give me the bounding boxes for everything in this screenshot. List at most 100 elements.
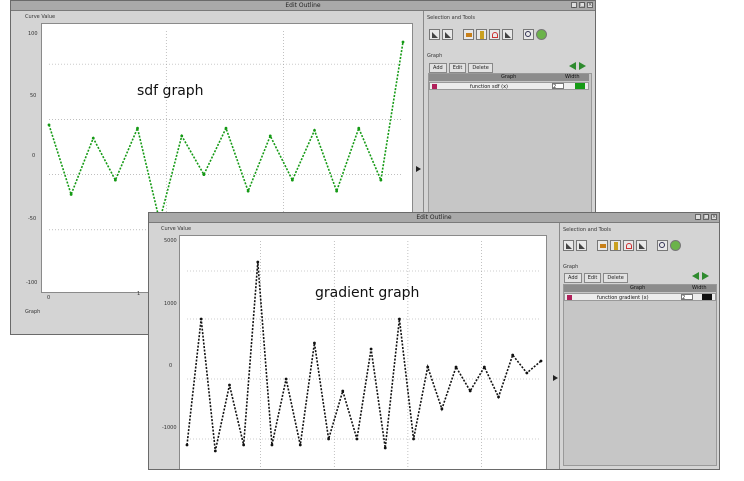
data-point xyxy=(525,371,529,375)
forward-arrow-icon[interactable] xyxy=(579,62,586,70)
data-point xyxy=(113,178,117,182)
data-point xyxy=(454,365,458,369)
series-color-swatch[interactable] xyxy=(575,83,585,89)
row-marker-icon xyxy=(567,295,572,300)
curve-value-label: Curve Value xyxy=(25,14,56,20)
toolbar-label: Selection and Tools xyxy=(427,15,475,21)
data-point xyxy=(379,178,383,182)
rectangle-tool-icon[interactable] xyxy=(597,240,608,251)
title-bar[interactable]: Edit Outline _ □ × xyxy=(11,1,595,11)
rectangle-tool-icon[interactable] xyxy=(463,29,474,40)
maximize-button[interactable]: □ xyxy=(579,2,585,8)
panel-expand-icon[interactable] xyxy=(553,375,558,381)
y-tick-label: -100 xyxy=(26,280,38,286)
data-point xyxy=(199,317,203,321)
data-point xyxy=(313,128,316,132)
select-region-icon[interactable] xyxy=(442,29,453,40)
series-line xyxy=(48,41,404,222)
arc-tool-icon[interactable] xyxy=(623,240,634,251)
data-point xyxy=(369,347,373,351)
column-header-graph: Graph xyxy=(501,74,517,80)
data-point xyxy=(180,134,184,138)
zoom-icon[interactable] xyxy=(657,240,668,251)
window-title: Edit Outline xyxy=(416,214,452,221)
y-tick-label: 50 xyxy=(30,93,37,99)
arc-tool-icon[interactable] xyxy=(489,29,500,40)
bar-tool-icon[interactable] xyxy=(476,29,487,40)
data-point xyxy=(69,193,73,196)
data-point xyxy=(357,126,361,130)
close-button[interactable]: × xyxy=(587,2,593,8)
minimize-button[interactable]: _ xyxy=(695,214,701,220)
edit-outline-window-2: Edit Outline _ □ × Curve Value 5000 1000… xyxy=(148,212,720,470)
zoom-icon[interactable] xyxy=(523,29,534,40)
y-tick-label: 100 xyxy=(28,31,38,37)
tab-add[interactable]: Add xyxy=(429,63,447,73)
sdf-chart xyxy=(47,31,405,285)
toolbar xyxy=(429,29,547,40)
back-arrow-icon[interactable] xyxy=(569,62,576,70)
width-stepper[interactable]: 2 xyxy=(681,294,693,301)
row-graph-name: function sdf (x) xyxy=(470,84,509,90)
select-icon[interactable] xyxy=(563,240,574,251)
data-point xyxy=(383,446,387,450)
minimize-button[interactable]: _ xyxy=(571,2,577,8)
table-row[interactable]: function gradient (x) 2 xyxy=(564,293,716,301)
data-point xyxy=(327,437,330,441)
data-point xyxy=(298,443,302,447)
data-point xyxy=(290,178,294,182)
data-point xyxy=(246,189,250,193)
tab-edit[interactable]: Edit xyxy=(448,63,467,73)
panel-expand-icon[interactable] xyxy=(416,166,421,172)
forward-arrow-icon[interactable] xyxy=(702,272,709,280)
data-point xyxy=(539,359,543,363)
tab-delete[interactable]: Delete xyxy=(603,273,628,283)
data-point xyxy=(335,189,339,193)
data-point xyxy=(412,437,415,441)
measure-tool-icon[interactable] xyxy=(502,29,513,40)
toolbar xyxy=(563,240,681,251)
data-point xyxy=(497,395,500,399)
series-line xyxy=(186,261,542,452)
data-point xyxy=(341,389,345,393)
x-tick-label: 1 xyxy=(137,291,141,297)
graph-section-label: Graph xyxy=(427,53,443,59)
tab-delete[interactable]: Delete xyxy=(468,63,493,73)
width-stepper[interactable]: 2 xyxy=(552,83,564,90)
title-bar[interactable]: Edit Outline _ □ × xyxy=(149,213,719,223)
y-tick-label: 1000 xyxy=(164,301,177,307)
table-row[interactable]: function sdf (x) 2 xyxy=(429,82,589,90)
maximize-button[interactable]: □ xyxy=(703,214,709,220)
y-tick-label: 0 xyxy=(169,363,173,369)
x-tick-label: 0 xyxy=(47,295,51,301)
refresh-icon[interactable] xyxy=(536,29,547,40)
overlay-label: gradient graph xyxy=(315,285,420,301)
bar-tool-icon[interactable] xyxy=(610,240,621,251)
data-point xyxy=(256,260,260,264)
data-point xyxy=(355,437,359,441)
plot-area[interactable] xyxy=(179,235,547,469)
graph-tabs: Add Edit Delete xyxy=(564,273,628,283)
select-region-icon[interactable] xyxy=(576,240,587,251)
close-button[interactable]: × xyxy=(711,214,717,220)
graph-list xyxy=(563,284,717,466)
table-header: Graph Width xyxy=(429,74,589,81)
data-point xyxy=(511,353,515,357)
data-point xyxy=(401,40,405,44)
tab-edit[interactable]: Edit xyxy=(583,273,602,283)
back-arrow-icon[interactable] xyxy=(692,272,699,280)
data-point xyxy=(47,123,51,127)
data-point xyxy=(482,365,486,369)
select-icon[interactable] xyxy=(429,29,440,40)
column-header-width: Width xyxy=(565,74,580,80)
measure-tool-icon[interactable] xyxy=(636,240,647,251)
graph-tabs: Add Edit Delete xyxy=(429,63,493,73)
window-title: Edit Outline xyxy=(285,2,321,9)
curve-value-label: Curve Value xyxy=(161,226,192,232)
data-point xyxy=(440,407,444,411)
refresh-icon[interactable] xyxy=(670,240,681,251)
row-marker-icon xyxy=(432,84,437,89)
series-color-swatch[interactable] xyxy=(702,294,712,300)
right-panel: Selection and Tools Graph Add Edit Delet… xyxy=(559,223,719,469)
tab-add[interactable]: Add xyxy=(564,273,582,283)
